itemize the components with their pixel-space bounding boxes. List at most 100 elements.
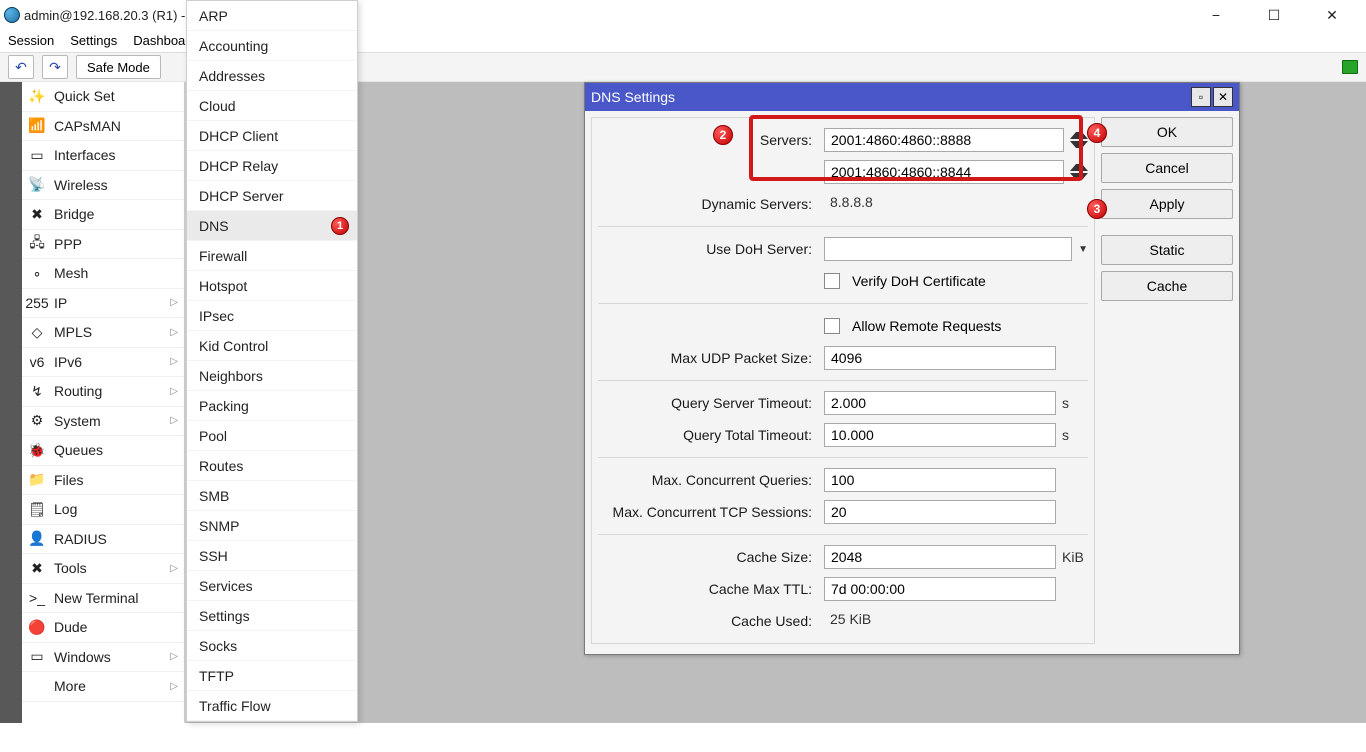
submenu-item-kid-control[interactable]: Kid Control [187, 331, 357, 361]
sidebar-item-wireless[interactable]: 📡Wireless [22, 171, 184, 201]
sidebar-item-queues[interactable]: 🐞Queues [22, 436, 184, 466]
mesh-icon: ∘ [28, 264, 46, 282]
submenu-item-settings[interactable]: Settings [187, 601, 357, 631]
annotation-3: 3 [1087, 199, 1107, 219]
mcq-label: Max. Concurrent Queries: [598, 472, 818, 488]
sidebar-item-ipv6[interactable]: v6IPv6▷ [22, 348, 184, 378]
submenu-item-snmp[interactable]: SNMP [187, 511, 357, 541]
server-2-input[interactable] [824, 160, 1064, 184]
sidebar-item-new-terminal[interactable]: >_New Terminal [22, 584, 184, 614]
qtt-input[interactable] [824, 423, 1056, 447]
undo-button[interactable]: ↶ [8, 55, 34, 79]
maximize-button[interactable]: ☐ [1254, 7, 1294, 24]
submenu-item-label: ARP [199, 8, 228, 24]
menu-session[interactable]: Session [8, 33, 54, 48]
submenu-item-cloud[interactable]: Cloud [187, 91, 357, 121]
dns-window-close-icon[interactable]: ✕ [1213, 87, 1233, 107]
submenu-item-dhcp-server[interactable]: DHCP Server [187, 181, 357, 211]
submenu-item-dns[interactable]: DNS1 [187, 211, 357, 241]
submenu-item-accounting[interactable]: Accounting [187, 31, 357, 61]
work-area: RouterOS WinBox ✨Quick Set📶CAPsMAN▭Inter… [0, 82, 1366, 723]
submenu-item-dhcp-client[interactable]: DHCP Client [187, 121, 357, 151]
cancel-button[interactable]: Cancel [1101, 153, 1233, 183]
sidebar-item-radius[interactable]: 👤RADIUS [22, 525, 184, 555]
minimize-button[interactable]: − [1196, 7, 1236, 24]
allow-remote-checkbox[interactable] [824, 318, 840, 334]
sidebar-item-mesh[interactable]: ∘Mesh [22, 259, 184, 289]
submenu-item-services[interactable]: Services [187, 571, 357, 601]
submenu-item-routes[interactable]: Routes [187, 451, 357, 481]
submenu-item-ssh[interactable]: SSH [187, 541, 357, 571]
ip-submenu: ARPAccountingAddressesCloudDHCP ClientDH… [186, 0, 358, 722]
annotation-4: 4 [1087, 123, 1107, 143]
ppp-icon: 🖧 [28, 235, 46, 253]
dns-settings-window: DNS Settings ▫ ✕ Servers: [584, 82, 1240, 655]
annotation-2: 2 [713, 125, 733, 145]
sidebar-item-more[interactable]: More▷ [22, 672, 184, 702]
verify-doh-checkbox[interactable] [824, 273, 840, 289]
doh-dropdown-icon[interactable]: ▼ [1078, 244, 1088, 255]
submenu-item-arp[interactable]: ARP [187, 1, 357, 31]
submenu-item-pool[interactable]: Pool [187, 421, 357, 451]
quick-set-icon: ✨ [28, 87, 46, 105]
sidebar-item-label: Routing [54, 383, 102, 399]
static-button[interactable]: Static [1101, 235, 1233, 265]
submenu-item-addresses[interactable]: Addresses [187, 61, 357, 91]
submenu-item-label: SSH [199, 548, 228, 564]
mcs-input[interactable] [824, 500, 1056, 524]
cache-button[interactable]: Cache [1101, 271, 1233, 301]
sidebar-item-dude[interactable]: 🔴Dude [22, 613, 184, 643]
sidebar-item-ppp[interactable]: 🖧PPP [22, 230, 184, 260]
submenu-item-ipsec[interactable]: IPsec [187, 301, 357, 331]
submenu-item-dhcp-relay[interactable]: DHCP Relay [187, 151, 357, 181]
sidebar-item-label: IPv6 [54, 354, 82, 370]
sidebar-item-system[interactable]: ⚙System▷ [22, 407, 184, 437]
sidebar-item-tools[interactable]: ✖Tools▷ [22, 554, 184, 584]
chevron-right-icon: ▷ [170, 356, 178, 367]
sidebar-item-ip[interactable]: 255IP▷ [22, 289, 184, 319]
max-udp-input[interactable] [824, 346, 1056, 370]
wireless-icon: 📡 [28, 176, 46, 194]
tools-icon: ✖ [28, 559, 46, 577]
sidebar-item-files[interactable]: 📁Files [22, 466, 184, 496]
submenu-item-traffic-flow[interactable]: Traffic Flow [187, 691, 357, 721]
submenu-item-label: Cloud [199, 98, 236, 114]
submenu-item-tftp[interactable]: TFTP [187, 661, 357, 691]
submenu-item-label: Hotspot [199, 278, 247, 294]
submenu-item-hotspot[interactable]: Hotspot [187, 271, 357, 301]
queues-icon: 🐞 [28, 441, 46, 459]
sidebar-item-bridge[interactable]: ✖Bridge [22, 200, 184, 230]
dns-window-min-icon[interactable]: ▫ [1191, 87, 1211, 107]
server-1-stepper[interactable] [1070, 132, 1088, 148]
ok-button[interactable]: OK [1101, 117, 1233, 147]
bridge-icon: ✖ [28, 205, 46, 223]
server-1-input[interactable] [824, 128, 1064, 152]
apply-button[interactable]: Apply [1101, 189, 1233, 219]
cttl-input[interactable] [824, 577, 1056, 601]
submenu-item-label: TFTP [199, 668, 234, 684]
submenu-item-packing[interactable]: Packing [187, 391, 357, 421]
submenu-item-socks[interactable]: Socks [187, 631, 357, 661]
submenu-item-firewall[interactable]: Firewall [187, 241, 357, 271]
dns-window-titlebar[interactable]: DNS Settings ▫ ✕ [585, 83, 1239, 111]
sidebar-item-capsman[interactable]: 📶CAPsMAN [22, 112, 184, 142]
sidebar-item-quick-set[interactable]: ✨Quick Set [22, 82, 184, 112]
close-button[interactable]: ✕ [1312, 7, 1352, 24]
sidebar-item-log[interactable]: 🗒Log [22, 495, 184, 525]
sidebar-item-interfaces[interactable]: ▭Interfaces [22, 141, 184, 171]
sidebar-item-routing[interactable]: ↯Routing▷ [22, 377, 184, 407]
server-2-stepper[interactable] [1070, 164, 1088, 180]
doh-input[interactable] [824, 237, 1072, 261]
submenu-item-neighbors[interactable]: Neighbors [187, 361, 357, 391]
csize-input[interactable] [824, 545, 1056, 569]
qst-input[interactable] [824, 391, 1056, 415]
sidebar-item-windows[interactable]: ▭Windows▷ [22, 643, 184, 673]
mcq-input[interactable] [824, 468, 1056, 492]
submenu-item-label: SMB [199, 488, 229, 504]
submenu-item-smb[interactable]: SMB [187, 481, 357, 511]
qtt-label: Query Total Timeout: [598, 427, 818, 443]
menu-settings[interactable]: Settings [70, 33, 117, 48]
safe-mode-button[interactable]: Safe Mode [76, 55, 161, 79]
sidebar-item-mpls[interactable]: ◇MPLS▷ [22, 318, 184, 348]
redo-button[interactable]: ↷ [42, 55, 68, 79]
